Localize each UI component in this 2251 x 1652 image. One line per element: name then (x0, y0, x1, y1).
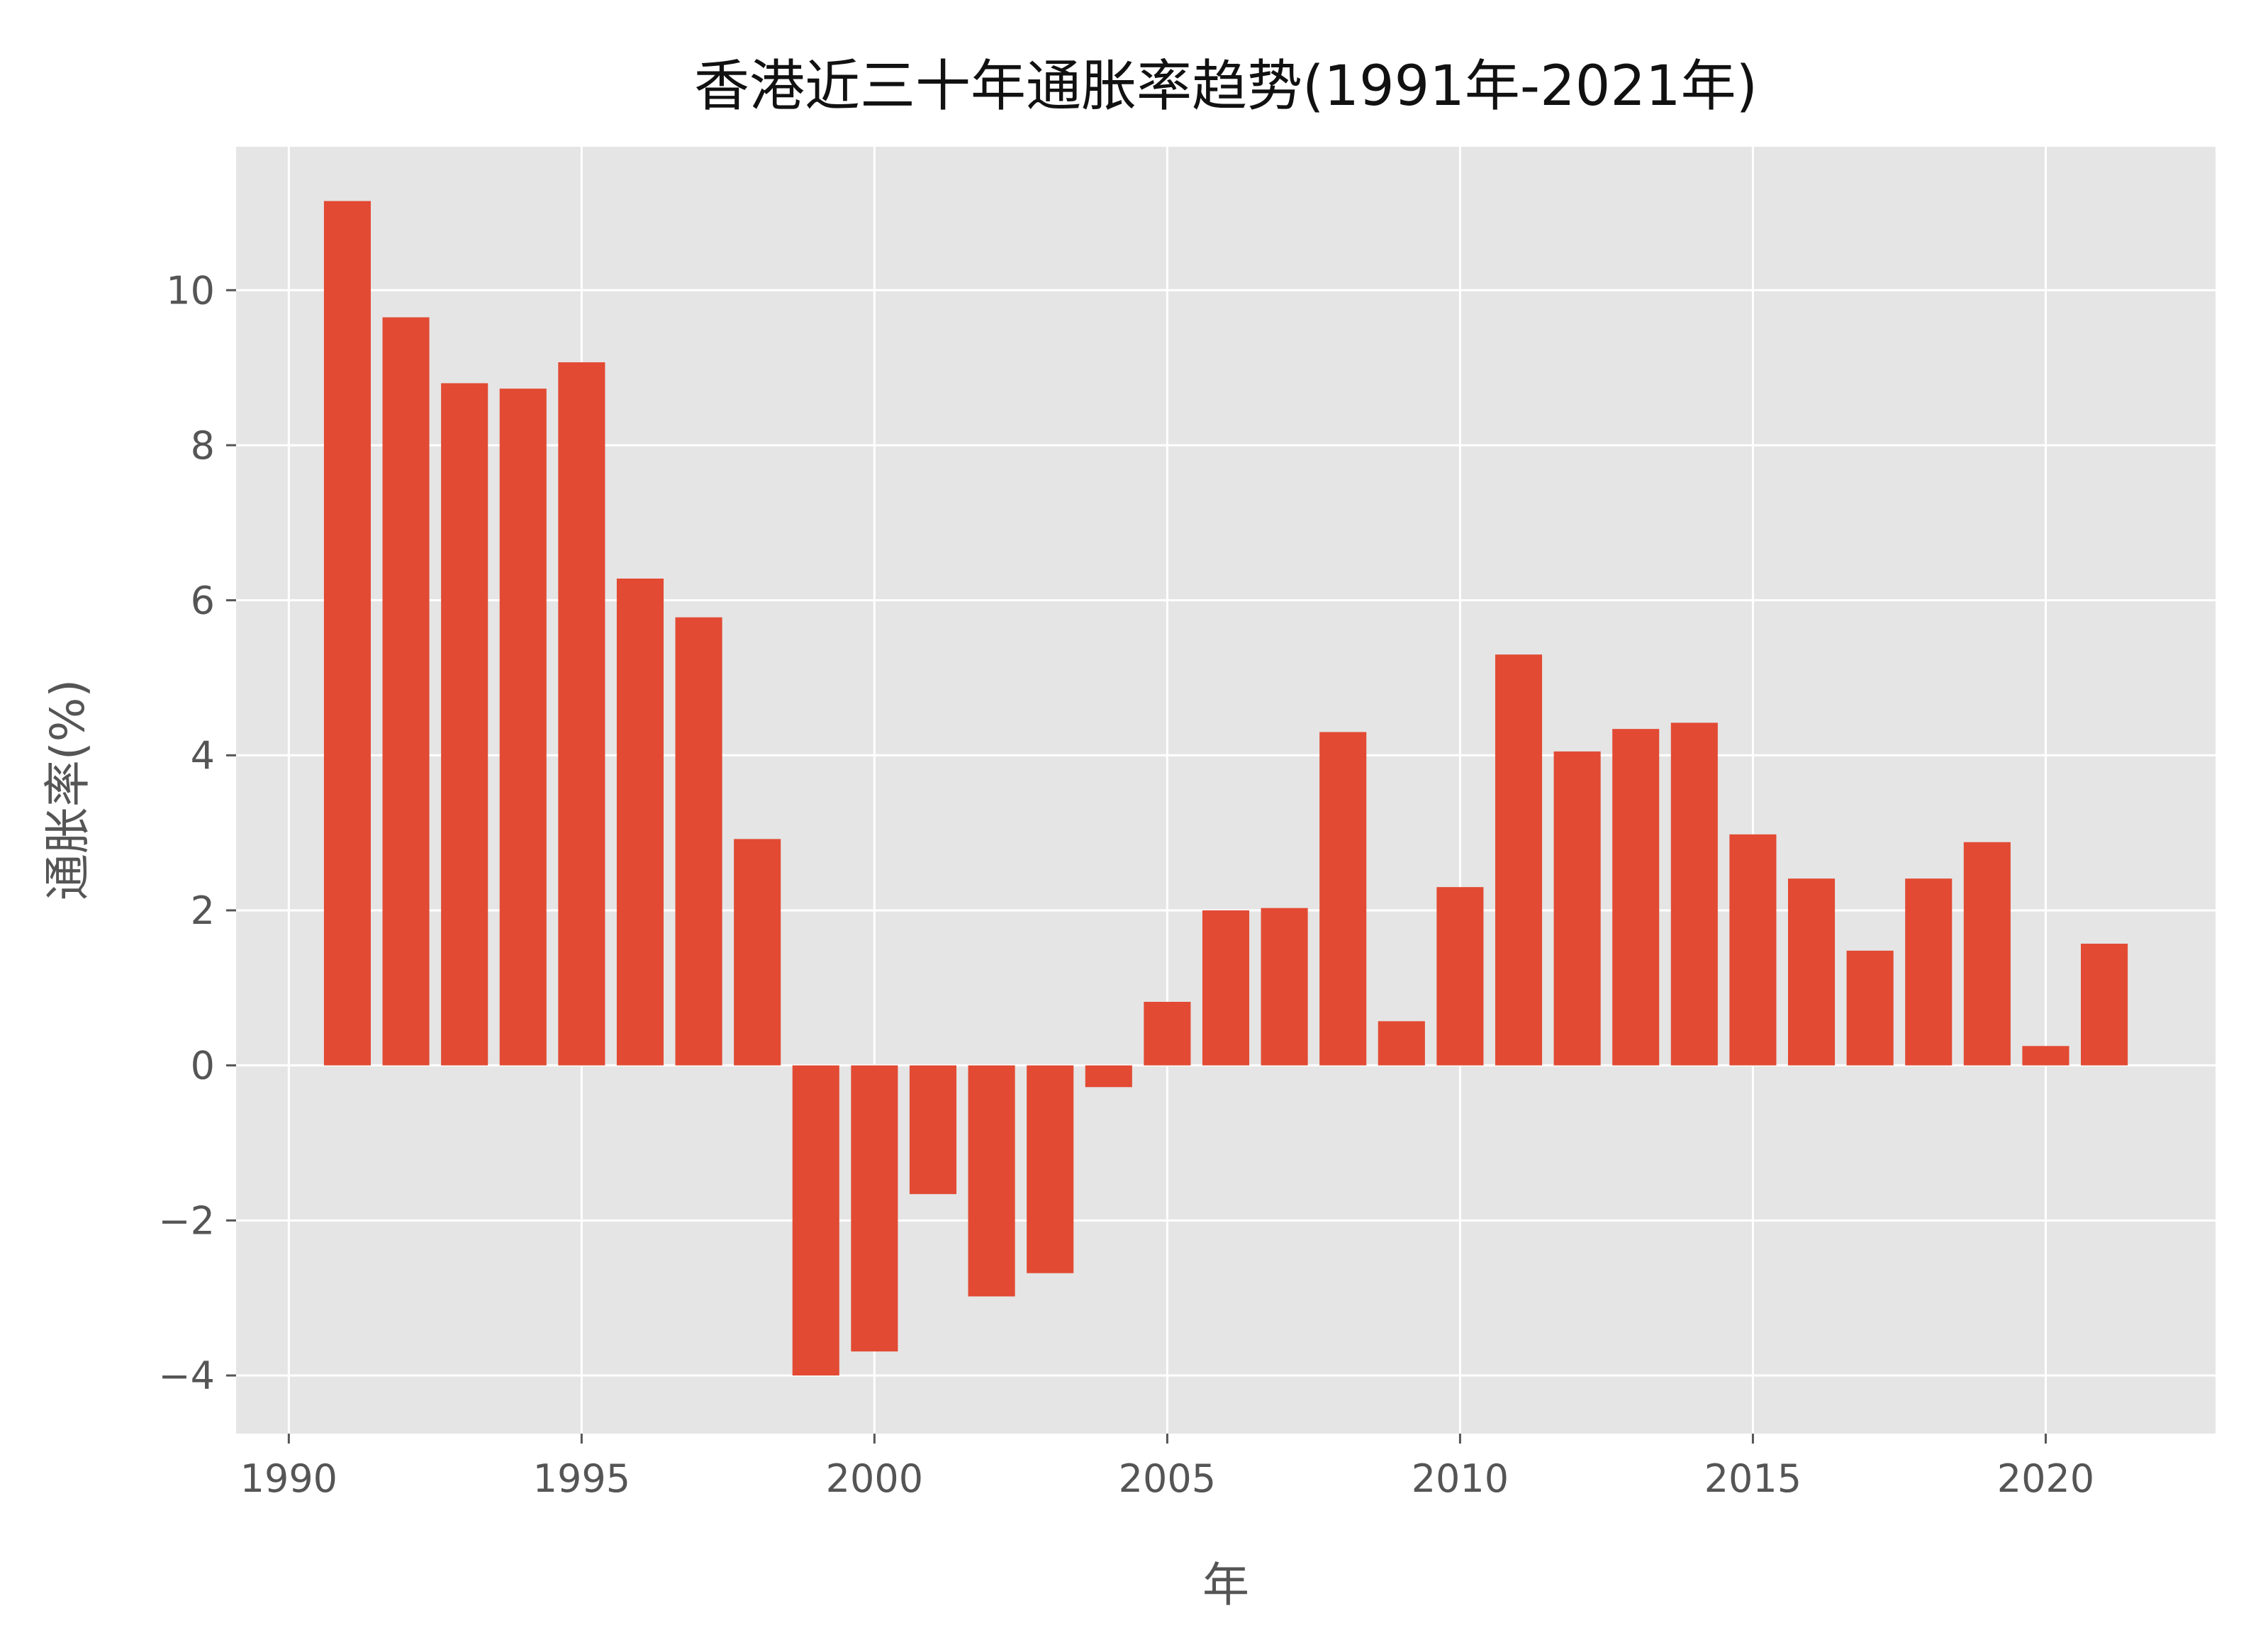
bar-2004 (1085, 1065, 1132, 1088)
y-axis-ticks: −4 −2 0 2 4 6 8 10 (158, 268, 236, 1398)
x-tick-label: 2015 (1704, 1456, 1802, 1501)
bar-2021 (2081, 943, 2128, 1066)
x-tick-label: 2020 (1997, 1456, 2094, 1501)
bar-1997 (675, 617, 722, 1066)
x-tick-label: 2005 (1119, 1456, 1216, 1501)
bar-2019 (1963, 842, 2011, 1066)
chart-title: 香港近三十年通胀率趋势(1991年-2021年) (694, 55, 1758, 118)
bar-2005 (1144, 1001, 1191, 1066)
bar-1998 (734, 839, 781, 1066)
bar-2016 (1787, 878, 1836, 1066)
y-tick-label: −2 (158, 1198, 215, 1243)
bar-2017 (1846, 950, 1894, 1066)
bar-2010 (1436, 887, 1484, 1066)
bar-2011 (1495, 654, 1543, 1066)
bars (323, 201, 2128, 1375)
x-tick-label: 1995 (533, 1456, 630, 1501)
bar-2018 (1905, 878, 1953, 1066)
bar-1994 (499, 389, 547, 1066)
y-tick-label: 0 (191, 1044, 215, 1088)
bar-2013 (1612, 729, 1660, 1066)
bar-2007 (1261, 908, 1308, 1066)
x-axis-label: 年 (1202, 1558, 1249, 1612)
bar-2014 (1670, 722, 1718, 1066)
bar-1992 (382, 317, 430, 1066)
y-tick-label: −4 (158, 1354, 215, 1398)
bar-2000 (851, 1065, 898, 1352)
x-tick-label: 2000 (826, 1456, 923, 1501)
y-axis-label: 通胀率(%) (40, 679, 95, 900)
y-tick-label: 6 (191, 579, 215, 623)
bar-2002 (968, 1065, 1015, 1297)
bar-1993 (441, 383, 488, 1066)
bar-2006 (1202, 910, 1250, 1066)
bar-2001 (909, 1065, 957, 1195)
bar-2003 (1027, 1065, 1074, 1273)
bar-2009 (1378, 1021, 1425, 1066)
y-tick-label: 8 (191, 423, 215, 468)
y-tick-label: 4 (191, 733, 215, 778)
bar-2015 (1729, 834, 1777, 1066)
y-tick-label: 10 (166, 268, 215, 313)
x-tick-label: 2010 (1412, 1456, 1509, 1501)
bar-1996 (616, 579, 664, 1066)
bar-2012 (1553, 751, 1601, 1066)
bar-2008 (1319, 732, 1367, 1066)
x-axis-ticks: 1990 1995 2000 2005 2010 2015 2020 (240, 1434, 2094, 1501)
y-tick-label: 2 (191, 888, 215, 933)
bar-1995 (558, 362, 605, 1066)
bar-1999 (792, 1065, 839, 1375)
bar-2020 (2022, 1046, 2070, 1066)
bar-1991 (323, 201, 371, 1066)
x-tick-label: 1990 (240, 1456, 337, 1501)
